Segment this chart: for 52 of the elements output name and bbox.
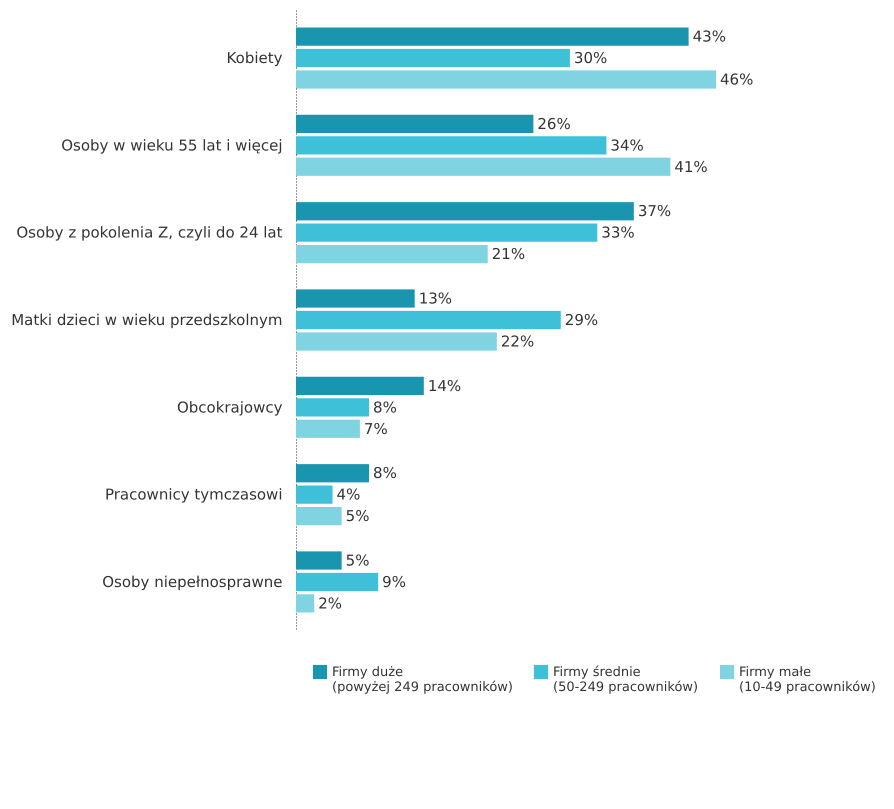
y-tick-label: Matki dzieci w wieku przedszkolnym [11, 311, 282, 329]
bar [296, 158, 670, 176]
bar [296, 332, 497, 351]
data-label: 13% [418, 290, 452, 308]
bar [296, 224, 598, 242]
data-label: 2% [318, 594, 342, 612]
bar [296, 551, 342, 570]
bar [296, 398, 370, 416]
data-label: 26% [537, 114, 571, 133]
bar [296, 506, 342, 526]
bar [296, 289, 415, 308]
data-label: 4% [336, 486, 360, 504]
bar [296, 486, 333, 504]
bar [296, 572, 378, 592]
data-label: 34% [610, 136, 644, 154]
data-label: 14% [428, 376, 462, 395]
bar [296, 245, 488, 264]
bar [296, 70, 716, 89]
legend-label: Firmy duże (powyżej 249 pracowników) [332, 665, 513, 695]
legend-label: Firmy średnie (50-249 pracowników) [553, 665, 698, 695]
data-label: 5% [346, 507, 370, 526]
bar [296, 420, 360, 438]
data-label: 8% [373, 464, 397, 482]
data-label: 29% [564, 311, 598, 329]
data-label: 21% [492, 245, 526, 264]
bar [296, 376, 424, 395]
bar [296, 310, 561, 330]
data-label: 43% [692, 28, 726, 46]
data-label: 7% [364, 420, 388, 438]
data-label: 46% [720, 70, 754, 88]
y-tick-label: Osoby niepełnosprawne [102, 572, 282, 591]
data-label: 9% [382, 572, 406, 591]
bar [296, 464, 370, 482]
bar [296, 114, 534, 134]
bar [296, 202, 634, 220]
y-tick-label: Osoby w wieku 55 lat i więcej [61, 136, 282, 154]
data-label: 5% [346, 552, 370, 570]
data-label: 22% [500, 332, 534, 350]
bar [296, 594, 314, 613]
data-label: 37% [638, 202, 672, 220]
bar [296, 27, 689, 46]
data-label: 30% [574, 49, 608, 68]
y-tick-label: Obcokrajowcy [176, 398, 283, 416]
y-tick-label: Kobiety [226, 49, 283, 68]
y-tick-label: Pracownicy tymczasowi [104, 486, 282, 504]
bar [296, 48, 570, 68]
data-label: 33% [601, 224, 635, 242]
data-label: 41% [674, 158, 708, 176]
y-tick-label: Osoby z pokolenia Z, czyli do 24 lat [16, 224, 283, 242]
bar [296, 136, 606, 154]
data-label: 8% [373, 398, 397, 416]
legend-label: Firmy małe (10-49 pracowników) [739, 665, 876, 695]
